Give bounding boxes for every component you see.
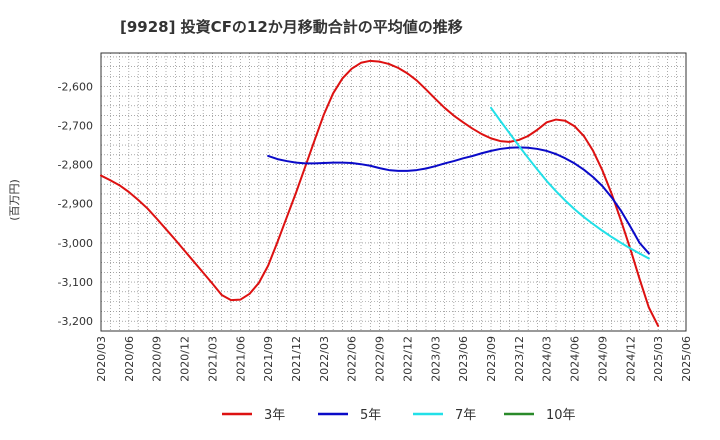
x-tick-label: 2022/03	[318, 336, 331, 382]
y-tick-label: -2,800	[58, 159, 93, 172]
x-tick-label: 2021/12	[290, 336, 303, 382]
x-tick-label: 2024/06	[569, 336, 582, 382]
x-tick-label: 2021/09	[262, 336, 275, 382]
y-tick-label: -2,900	[58, 198, 93, 211]
x-tick-label: 2020/12	[179, 336, 192, 382]
x-tick-label: 2022/12	[401, 336, 414, 382]
x-tick-label: 2023/06	[457, 336, 470, 382]
x-tick-label: 2025/06	[680, 336, 693, 382]
x-tick-label: 2022/06	[346, 336, 359, 382]
x-tick-label: 2023/12	[513, 336, 526, 382]
legend-label: 3年	[264, 408, 285, 423]
y-tick-label: -2,600	[58, 80, 93, 93]
plot-area: -3,200 -3,100 -3,000 -2,900 -2,800 -2,700 -2,6…	[58, 52, 693, 382]
x-tick-label: 2025/03	[652, 336, 665, 382]
legend-label: 5年	[360, 408, 381, 423]
x-tick-label: 2024/03	[541, 336, 554, 382]
y-tick-label: -3,200	[58, 315, 93, 328]
series-line	[267, 146, 650, 255]
y-tick-label: -2,700	[58, 119, 93, 132]
x-tick-label: 2022/09	[374, 336, 387, 382]
x-tick-label: 2021/06	[234, 336, 247, 382]
y-tick-label: -3,100	[58, 276, 93, 289]
x-tick-label: 2020/06	[123, 336, 136, 382]
series-line	[100, 59, 660, 327]
x-tick-label: 2023/03	[429, 336, 442, 382]
legend-label: 10年	[546, 408, 576, 423]
x-tick-label: 2024/12	[624, 336, 637, 382]
legend-label: 7年	[455, 408, 476, 423]
plot-border	[100, 52, 687, 332]
x-tick-label: 2024/09	[596, 336, 609, 382]
x-tick-label: 2020/09	[151, 336, 164, 382]
y-axis-label: (百万円)	[8, 179, 21, 221]
plot-background	[101, 53, 686, 331]
legend: 3年 5年 7年 10年	[222, 408, 576, 423]
x-tick-label: 2020/03	[95, 336, 108, 382]
x-tick-label: 2023/09	[485, 336, 498, 382]
y-tick-label: -3,000	[58, 237, 93, 250]
chart-title: [9928] 投資CFの12か月移動合計の平均値の推移	[120, 18, 463, 36]
series-line	[490, 106, 650, 260]
x-tick-label: 2021/03	[206, 336, 219, 382]
